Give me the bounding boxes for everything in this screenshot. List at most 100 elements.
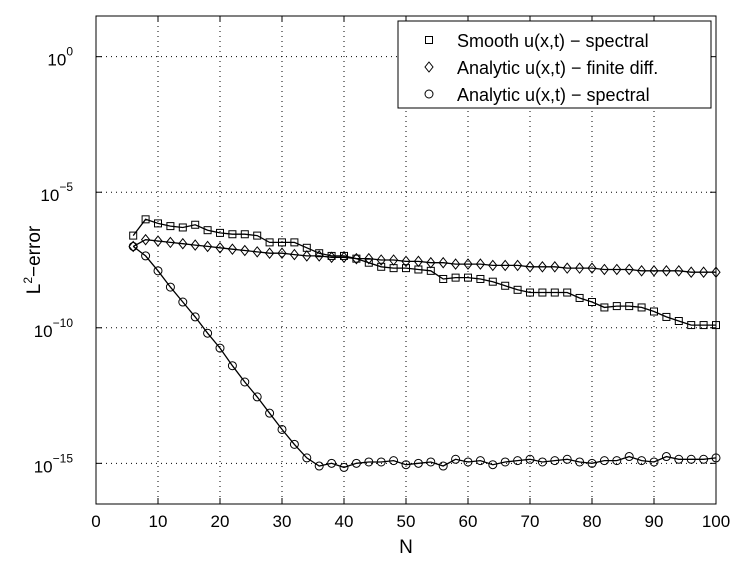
data-point-diamond xyxy=(661,265,672,277)
legend-item: Smooth u(x,t) − spectral xyxy=(425,31,649,51)
series-square xyxy=(129,215,720,330)
data-point-diamond xyxy=(562,262,572,274)
data-point-circle xyxy=(624,452,634,462)
data-point-diamond xyxy=(574,262,585,274)
x-tick-label: 40 xyxy=(335,512,354,531)
data-point-diamond xyxy=(202,240,213,253)
data-point-square xyxy=(575,293,584,302)
data-point-circle xyxy=(562,454,572,464)
legend-marker-circle xyxy=(424,89,434,99)
data-point-circle xyxy=(475,456,485,466)
data-point-diamond xyxy=(240,244,250,257)
data-point-circle xyxy=(599,456,609,466)
data-point-diamond xyxy=(227,243,238,255)
data-point-diamond xyxy=(599,263,610,276)
data-point-circle xyxy=(649,457,659,467)
data-point-circle xyxy=(612,456,622,466)
series-line-square xyxy=(132,218,716,326)
data-point-circle xyxy=(364,457,374,467)
data-point-circle xyxy=(252,392,262,402)
data-point-square xyxy=(278,238,286,247)
data-point-circle xyxy=(351,458,361,468)
data-point-square xyxy=(191,220,200,229)
data-point-diamond xyxy=(612,263,622,276)
legend-box xyxy=(397,20,712,109)
y-axis-title-base: L xyxy=(24,284,45,295)
data-point-square xyxy=(526,288,534,297)
data-point-circle xyxy=(438,461,448,471)
data-point-circle xyxy=(674,454,684,464)
data-point-circle xyxy=(190,312,200,322)
y-tick-label-exponent: 0 xyxy=(66,45,73,59)
data-point-circle xyxy=(463,457,473,467)
data-point-diamond xyxy=(438,256,448,269)
data-point-square xyxy=(538,288,547,297)
data-point-diamond xyxy=(450,258,461,270)
data-point-square xyxy=(265,238,274,247)
data-point-circle xyxy=(165,282,175,292)
data-point-diamond xyxy=(649,265,659,277)
x-tick-label: 90 xyxy=(645,512,664,531)
data-point-circle xyxy=(141,251,151,261)
y-axis-title: L2−error xyxy=(21,225,45,294)
data-point-circle xyxy=(203,328,213,338)
data-point-square xyxy=(501,281,510,290)
data-point-diamond xyxy=(376,254,386,266)
data-point-square xyxy=(141,215,150,224)
data-point-diamond xyxy=(302,250,312,262)
data-point-circle xyxy=(637,456,647,466)
data-point-diamond xyxy=(636,265,647,277)
data-point-diamond xyxy=(277,247,287,260)
y-tick-label-exponent: −10 xyxy=(53,316,74,330)
data-point-square xyxy=(178,223,187,232)
x-tick-label: 50 xyxy=(397,512,416,531)
data-point-square xyxy=(154,219,162,228)
data-point-circle xyxy=(389,456,399,466)
data-point-diamond xyxy=(587,262,597,274)
y-axis-title-rest: −error xyxy=(24,225,45,277)
legend-marker-diamond xyxy=(424,61,434,73)
series-circle xyxy=(128,241,721,472)
legend-label: Analytic u(x,t) − finite diff. xyxy=(457,58,658,78)
data-point-square xyxy=(600,303,609,312)
data-point-diamond xyxy=(525,260,535,273)
data-point-square xyxy=(513,285,522,294)
data-point-diamond xyxy=(215,241,225,254)
legend-item: Analytic u(x,t) − finite diff. xyxy=(424,58,658,78)
y-tick-label: 10−5 xyxy=(40,180,73,205)
data-point-diamond xyxy=(413,255,424,268)
data-point-circle xyxy=(227,361,237,371)
data-point-diamond xyxy=(252,246,262,258)
data-point-circle xyxy=(153,266,163,276)
data-point-square xyxy=(253,231,262,240)
data-point-square xyxy=(290,238,299,247)
data-point-circle xyxy=(451,454,461,464)
series-group xyxy=(128,215,721,472)
data-point-diamond xyxy=(686,266,696,279)
data-point-circle xyxy=(513,456,523,466)
data-point-square xyxy=(203,226,212,235)
data-point-diamond xyxy=(140,233,151,246)
data-point-square xyxy=(550,288,559,297)
data-point-diamond xyxy=(364,252,374,265)
data-point-diamond xyxy=(674,265,684,277)
data-point-circle xyxy=(401,460,411,470)
data-point-diamond xyxy=(537,260,548,273)
series-line-diamond xyxy=(132,239,716,273)
data-point-diamond xyxy=(512,259,523,272)
data-point-circle xyxy=(128,241,138,251)
data-point-square xyxy=(699,321,708,330)
y-tick-label-base: 10 xyxy=(34,457,53,476)
data-point-circle xyxy=(488,460,498,470)
data-point-circle xyxy=(550,456,560,466)
data-point-square xyxy=(662,312,671,321)
x-tick-label: 30 xyxy=(273,512,292,531)
data-point-diamond xyxy=(488,259,498,272)
data-point-circle xyxy=(215,343,225,353)
data-point-diamond xyxy=(178,237,188,250)
series-diamond xyxy=(128,233,721,279)
data-point-square xyxy=(402,264,410,273)
data-point-diamond xyxy=(475,258,486,270)
data-point-diamond xyxy=(165,236,176,249)
